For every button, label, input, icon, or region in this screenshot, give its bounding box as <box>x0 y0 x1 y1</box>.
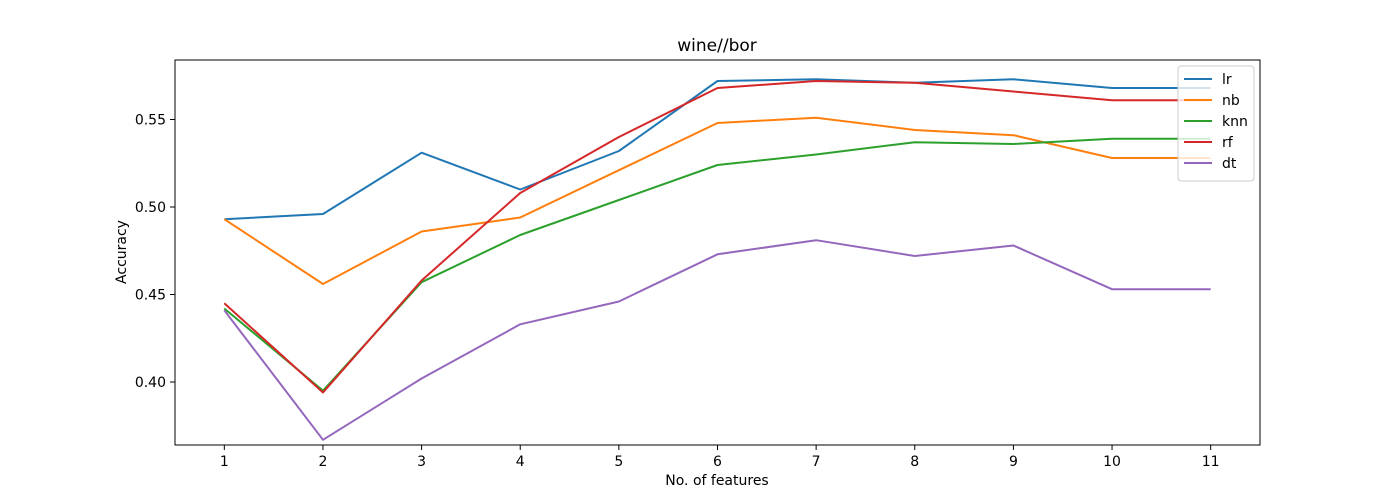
series-line-dt <box>223 239 1211 441</box>
y-axis-label: Accuracy <box>114 220 130 284</box>
series-line-nb <box>223 116 1211 285</box>
x-tick-label: 11 <box>1202 454 1220 470</box>
x-tick-label: 2 <box>318 454 327 470</box>
legend-label-dt: dt <box>1222 156 1237 172</box>
x-tick-label: 10 <box>1103 454 1121 470</box>
legend-box <box>1177 65 1255 182</box>
x-tick-label: 6 <box>713 454 722 470</box>
x-axis-label: No. of features <box>665 473 768 489</box>
chart-title: wine//bor <box>677 36 757 56</box>
y-tick-label: 0.45 <box>135 288 166 304</box>
x-tick-label: 8 <box>910 454 919 470</box>
axes: 1 2 3 4 5 6 7 8 9 10 11 0.40 0.45 0.50 0.55 <box>135 113 1220 471</box>
y-tick-label: 0.50 <box>135 200 166 216</box>
y-tick-label: 0.55 <box>135 113 166 129</box>
x-tick-label: 3 <box>417 454 426 470</box>
series-line-knn <box>223 137 1211 392</box>
series-line-rf <box>223 80 1211 394</box>
series-line-lr <box>224 78 1211 221</box>
legend-label-rf: rf <box>1222 135 1234 151</box>
legend-label-lr: lr <box>1222 72 1232 88</box>
plot-area <box>223 78 1211 441</box>
legend-label-knn: knn <box>1222 114 1248 130</box>
legend: lr nb knn rf dt <box>1177 65 1255 182</box>
x-tick-label: 7 <box>812 454 821 470</box>
x-tick-label: 9 <box>1009 454 1018 470</box>
legend-label-nb: nb <box>1222 93 1240 109</box>
x-tick-label: 1 <box>220 454 229 470</box>
x-tick-label: 4 <box>516 454 525 470</box>
y-tick-label: 0.40 <box>135 375 166 391</box>
x-tick-label: 5 <box>614 454 623 470</box>
plot-frame <box>174 59 1261 446</box>
